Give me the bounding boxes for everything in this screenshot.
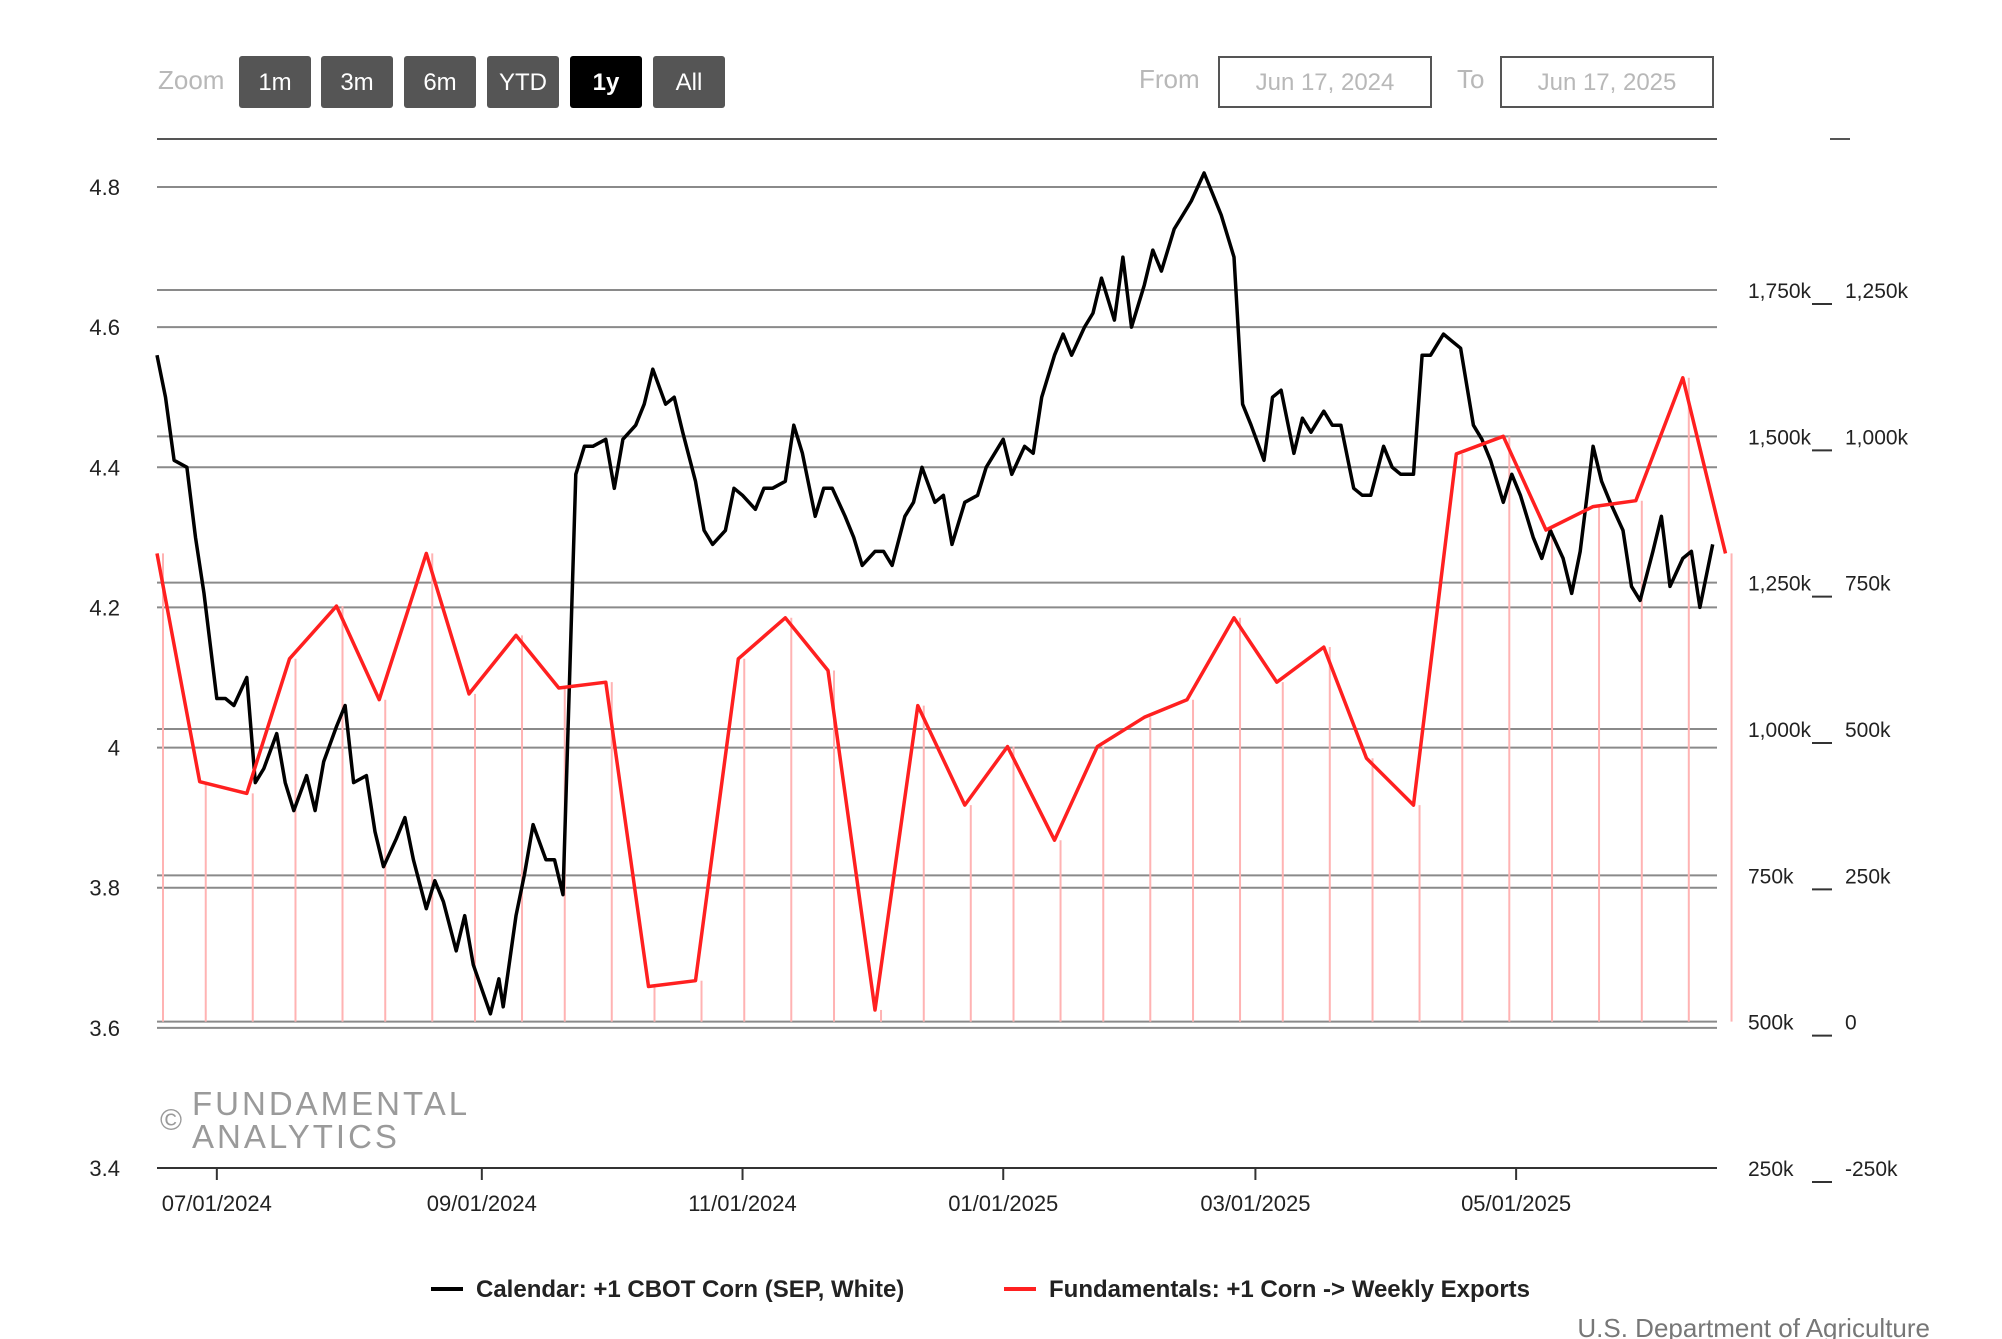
- y-right-inner-tick-label: 1,250k: [1845, 280, 1909, 303]
- zoom-label: Zoom: [158, 65, 224, 95]
- axes: 3.4 3.6 3.8 4 4.2 4.4 4.6 4.8 250k -250k 500k 0 750k…: [89, 175, 1908, 1216]
- x-tick-label: 09/01/2024: [427, 1191, 537, 1216]
- zoom-button-ytd-label: YTD: [499, 69, 547, 96]
- source-credit: U.S. Department of Agriculture: [1577, 1313, 1930, 1339]
- series-line-price: [155, 171, 1715, 1016]
- watermark-line2: ANALYTICS: [192, 1118, 400, 1155]
- from-label: From: [1139, 64, 1200, 94]
- zoom-button-6m-label: 6m: [423, 69, 456, 96]
- legend-item-exports[interactable]: Fundamentals: +1 Corn -> Weekly Exports: [1004, 1276, 1530, 1303]
- y-left-tick-label: 3.4: [89, 1156, 120, 1181]
- y-right-outer-tick-label: 1,500k: [1748, 426, 1812, 449]
- from-date-input[interactable]: Jun 17, 2024: [1218, 56, 1432, 108]
- y-left-tick-label: 4.8: [89, 175, 120, 200]
- x-tick-label: 05/01/2025: [1461, 1191, 1571, 1216]
- range-selector: Zoom 1m 3m 6m YTD 1y All From Jun 17, 2: [158, 56, 1714, 108]
- zoom-button-all[interactable]: All: [653, 56, 725, 108]
- y-left-tick-label: 3.8: [89, 876, 120, 901]
- zoom-button-3m-label: 3m: [340, 69, 373, 96]
- y-left-tick-label: 4.2: [89, 595, 120, 620]
- zoom-button-1m-label: 1m: [258, 69, 291, 96]
- series-line-exports: [155, 376, 1728, 1012]
- y-left-tick-label: 4.6: [89, 315, 120, 340]
- legend: Calendar: +1 CBOT Corn (SEP, White) Fund…: [431, 1276, 1530, 1303]
- x-tick-label: 07/01/2024: [162, 1191, 272, 1216]
- zoom-button-1m[interactable]: 1m: [239, 56, 311, 108]
- y-right-outer-tick-label: 1,250k: [1748, 573, 1812, 596]
- from-date-value: Jun 17, 2024: [1256, 69, 1395, 96]
- y-left-tick-label: 3.6: [89, 1016, 120, 1041]
- legend-item-price[interactable]: Calendar: +1 CBOT Corn (SEP, White): [431, 1276, 904, 1303]
- y-right-outer-tick-label: 750k: [1748, 865, 1794, 888]
- y-right-inner-tick-label: 1,000k: [1845, 426, 1909, 449]
- legend-label-exports: Fundamentals: +1 Corn -> Weekly Exports: [1049, 1276, 1530, 1303]
- y-right-outer-tick-label: 1,750k: [1748, 280, 1812, 303]
- y-left-tick-label: 4.4: [89, 455, 120, 480]
- watermark-line1: FUNDAMENTAL: [192, 1085, 470, 1122]
- to-label: To: [1457, 64, 1484, 94]
- x-tick-label: 03/01/2025: [1200, 1191, 1310, 1216]
- zoom-button-6m[interactable]: 6m: [404, 56, 476, 108]
- zoom-button-1y[interactable]: 1y: [570, 56, 642, 108]
- zoom-button-ytd[interactable]: YTD: [487, 56, 559, 108]
- zoom-button-1y-label: 1y: [593, 69, 620, 96]
- y-left-tick-label: 4: [108, 736, 120, 761]
- watermark: © FUNDAMENTAL ANALYTICS: [160, 1085, 470, 1155]
- zoom-button-all-label: All: [676, 69, 703, 96]
- x-tick-label: 11/01/2024: [688, 1191, 796, 1216]
- legend-label-price: Calendar: +1 CBOT Corn (SEP, White): [476, 1276, 904, 1303]
- y-right-outer-tick-label: 1,000k: [1748, 719, 1812, 742]
- to-date-value: Jun 17, 2025: [1538, 69, 1677, 96]
- y-right-inner-tick-label: 500k: [1845, 719, 1891, 742]
- x-tick-label: 01/01/2025: [948, 1191, 1058, 1216]
- y-right-inner-tick-label: 250k: [1845, 865, 1891, 888]
- gridlines: [157, 186, 1717, 1029]
- y-right-outer-tick-label: 500k: [1748, 1012, 1794, 1035]
- y-right-inner-tick-label: -250k: [1845, 1158, 1898, 1181]
- y-right-outer-tick-label: 250k: [1748, 1158, 1794, 1181]
- y-right-inner-tick-label: 0: [1845, 1012, 1857, 1035]
- series: [155, 171, 1728, 1016]
- zoom-button-3m[interactable]: 3m: [321, 56, 393, 108]
- y-right-inner-tick-label: 750k: [1845, 573, 1891, 596]
- to-date-input[interactable]: Jun 17, 2025: [1500, 56, 1714, 108]
- watermark-symbol: ©: [160, 1104, 185, 1137]
